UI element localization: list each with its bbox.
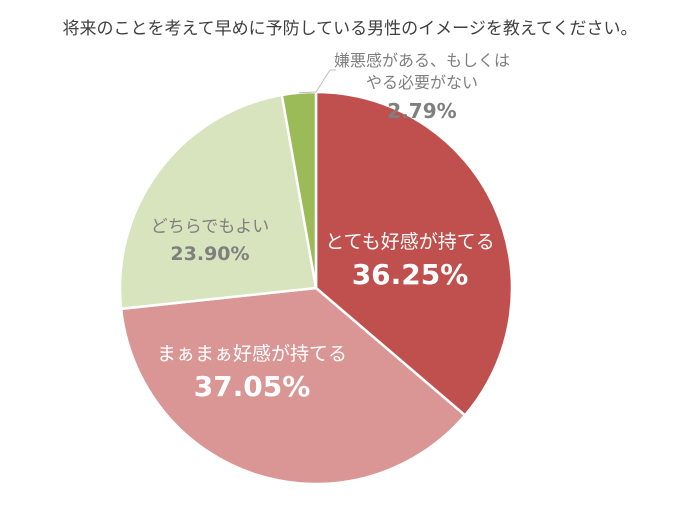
chart-title: 将来のことを考えて早めに予防している男性のイメージを教えてください。 (62, 19, 638, 39)
slice-labels: とても好感が持てる 36.25% まぁまぁ好感が持てる 37.05% どちらでもよい 23… (151, 51, 510, 403)
slice-value-label: 2.79% (387, 99, 456, 123)
slice-category-label: どちらでもよい (151, 217, 270, 237)
pie-slice (118, 93, 318, 311)
leader-line (298, 69, 336, 94)
slice-category-label: とても好感が持てる (325, 231, 494, 253)
pie-slice (314, 90, 514, 417)
slice-category-label: まぁまぁ好感が持てる (157, 343, 347, 365)
pie-slice (119, 286, 467, 486)
slice-category-label: やる必要がない (366, 73, 478, 92)
slice-value-label: 23.90% (170, 243, 249, 265)
pie-slices (118, 90, 514, 486)
slice-value-label: 37.05% (194, 370, 311, 403)
slice-category-label: 嫌悪感がある、もしくは (334, 51, 510, 70)
slice-value-label: 36.25% (352, 258, 469, 291)
